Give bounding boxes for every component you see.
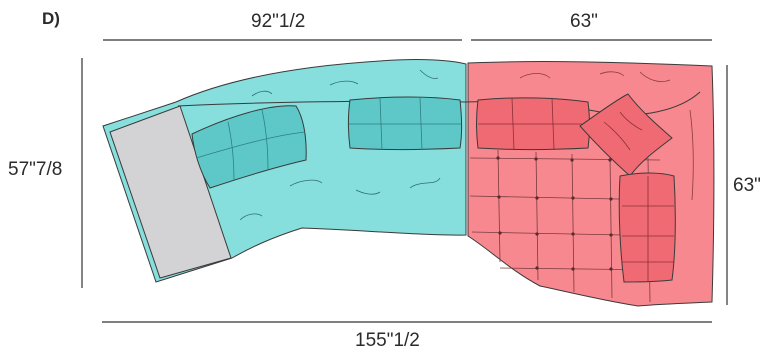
red-pillow — [579, 93, 673, 177]
dim-label-left: 57"7/8 — [8, 159, 63, 180]
dim-label-top-right: 63" — [570, 11, 598, 32]
panel-label: D) — [42, 9, 60, 28]
tufting-buttons — [496, 156, 613, 271]
teal-wrinkles — [239, 69, 441, 221]
teal-cushion-seams — [195, 97, 461, 181]
red-wrinkles — [519, 71, 694, 201]
red-pillow-creases — [603, 111, 643, 151]
dim-label-top-left: 92"1/2 — [251, 11, 306, 32]
dim-label-bottom: 155"1/2 — [355, 330, 420, 351]
red-cushion-side — [618, 172, 676, 283]
red-cushion-side-seams — [622, 176, 674, 282]
red-sofa-section — [465, 61, 715, 307]
teal-cushion-left — [191, 105, 307, 189]
teal-sofa-section — [102, 59, 467, 283]
dimension-lines — [81, 39, 728, 323]
chaise-panel — [109, 105, 232, 279]
dim-label-right: 63" — [733, 175, 761, 196]
teal-cushion-mid — [348, 96, 462, 150]
red-cushion-back-seams — [478, 97, 588, 151]
